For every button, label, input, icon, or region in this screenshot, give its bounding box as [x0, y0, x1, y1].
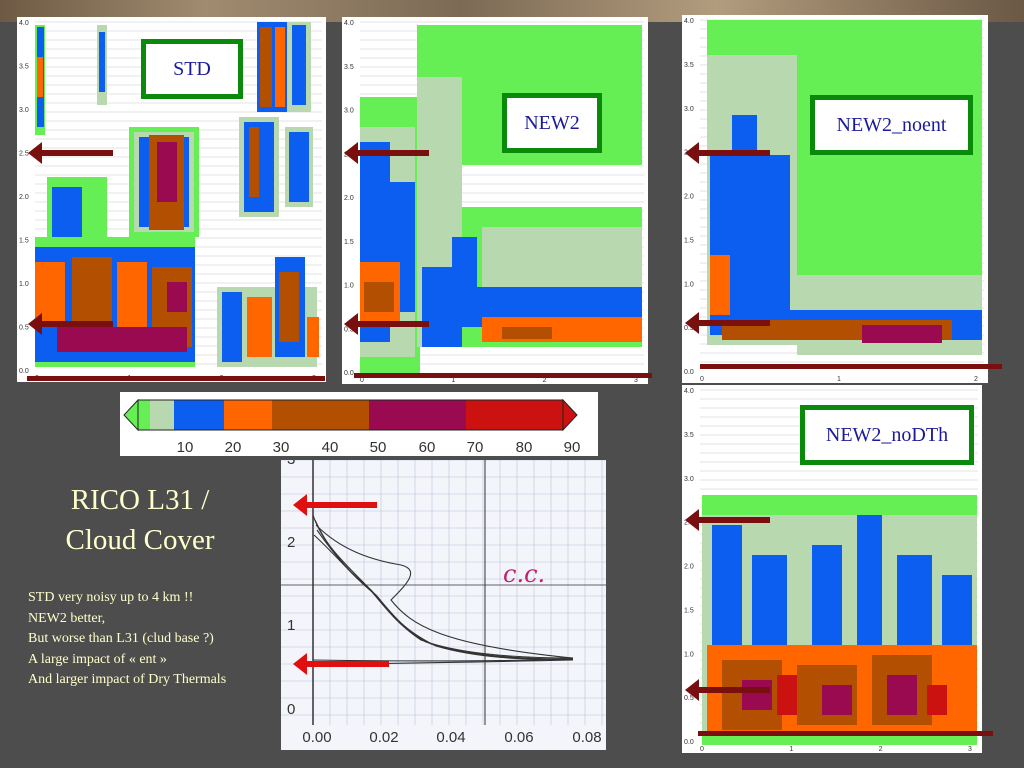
y-tick-label: 2.5 — [19, 151, 29, 158]
y-tick-label: 4.0 — [684, 388, 694, 395]
new2-noent-cloud-cover-panel: 4.0 3.5 3.0 2.5 2.0 1.5 1.0 0.5 0.0 0 1 2 NEW2_noen… — [682, 15, 988, 383]
y-tick-label: 2.0 — [684, 194, 694, 201]
colorbar-tick-label: 40 — [322, 439, 339, 456]
y-tick-label: 0.0 — [344, 370, 354, 377]
profile-x-tick-label: 0.02 — [369, 729, 398, 746]
note-line: And larger impact of Dry Thermals — [28, 672, 227, 687]
profile-plot: c.c. 3 2 1 0 0.00 0.02 0.04 0.06 0.08 — [281, 460, 606, 746]
x-tick-label: 0 — [700, 746, 704, 753]
y-tick-label: 3.5 — [344, 64, 354, 71]
baseline-std — [27, 376, 325, 381]
y-tick-label: 3.0 — [19, 107, 29, 114]
colorbar-segment — [224, 400, 272, 430]
y-tick-label: 1.0 — [19, 281, 29, 288]
profile-x-tick-label: 0.00 — [302, 729, 331, 746]
y-tick-label: 1.0 — [684, 651, 694, 658]
colorbar-tick-label: 10 — [177, 439, 194, 456]
colorbar-scale: 10 20 30 40 50 60 70 80 90 — [123, 398, 581, 456]
y-tick-label: 3.5 — [684, 432, 694, 439]
y-tick-label: 1.5 — [19, 238, 29, 245]
y-tick-label: 0.0 — [19, 368, 29, 375]
cloud-cover-profile-chart: c.c. 3 2 1 0 0.00 0.02 0.04 0.06 0.08 — [281, 460, 606, 750]
y-tick-label: 3.0 — [684, 106, 694, 113]
y-tick-label: 0.5 — [19, 325, 29, 332]
colorbar-tick-label: 90 — [564, 439, 581, 456]
x-tick-label: 3 — [634, 377, 638, 384]
x-tick-label: 2 — [879, 746, 883, 753]
x-tick-label: 2 — [974, 376, 978, 383]
slide-notes: STD very noisy up to 4 km !! NEW2 better… — [28, 588, 288, 691]
y-tick-label: 2.0 — [344, 195, 354, 202]
new2-cloud-cover-panel: 4.0 3.5 3.0 2.5 2.0 1.5 1.0 0.5 0.0 0 1 2 3 NEW2 — [342, 17, 648, 384]
y-tick-label: 0.0 — [684, 739, 694, 746]
colorbar-legend: 10 20 30 40 50 60 70 80 90 — [120, 392, 598, 456]
y-tick-label: 0.0 — [684, 369, 694, 376]
y-tick-label: 1.5 — [344, 239, 354, 246]
profile-y-tick-label: 3 — [287, 460, 295, 468]
note-line: NEW2 better, — [28, 610, 106, 626]
note-line: A large impact of « ent » — [28, 651, 167, 667]
colorbar-end-triangle — [562, 398, 578, 432]
panel-label-new2: NEW2 — [502, 93, 602, 153]
panel-label-std: STD — [141, 39, 243, 99]
x-tick-label: 0 — [700, 376, 704, 383]
baseline-nodth — [698, 731, 993, 736]
colorbar-segment — [174, 400, 224, 430]
new2-heatmap: 4.03.53.02.52.01.51.00.50.00 1 2 3 — [344, 20, 644, 384]
note-line: But worse than L31 (clud base ?) — [28, 631, 214, 646]
y-tick-label: 2.0 — [19, 194, 29, 201]
x-tick-label: 2 — [543, 377, 547, 384]
y-tick-label: 3.0 — [344, 108, 354, 115]
profile-x-tick-label: 0.08 — [572, 729, 601, 746]
y-tick-label: 1.0 — [344, 283, 354, 290]
colorbar-segment — [369, 400, 466, 430]
colorbar-tick-label: 30 — [273, 439, 290, 456]
y-tick-label: 1.0 — [684, 281, 694, 288]
x-tick-label: 1 — [789, 746, 793, 753]
colorbar-tick-label: 80 — [516, 439, 533, 456]
profile-x-tick-label: 0.04 — [436, 729, 465, 746]
y-tick-label: 3.5 — [19, 64, 29, 71]
colorbar-segment — [466, 400, 563, 430]
colorbar-segment — [150, 400, 174, 430]
note-line: STD very noisy up to 4 km !! — [28, 590, 194, 605]
colorbar-tick-label: 50 — [370, 439, 387, 456]
panel-label-new2-nodth: NEW2_noDTh — [800, 405, 974, 465]
profile-y-tick-label: 2 — [287, 534, 295, 551]
new2-noent-heatmap: 4.03.53.02.52.01.51.00.50.00 1 2 — [684, 18, 984, 383]
slide-title: RICO L31 / Cloud Cover — [30, 480, 250, 560]
y-tick-label: 4.0 — [19, 20, 29, 27]
y-tick-label: 1.5 — [684, 607, 694, 614]
colorbar-tick-label: 20 — [225, 439, 242, 456]
profile-x-tick-label: 0.06 — [504, 729, 533, 746]
colorbar-segment — [138, 400, 150, 430]
profile-annotation: c.c. — [503, 560, 545, 588]
y-tick-label: 3.0 — [684, 476, 694, 483]
colorbar-start-triangle — [123, 398, 139, 432]
y-tick-label: 1.5 — [684, 237, 694, 244]
x-tick-label: 1 — [837, 376, 841, 383]
x-tick-label: 1 — [451, 377, 455, 384]
y-tick-label: 4.0 — [684, 18, 694, 25]
x-tick-label: 3 — [968, 746, 972, 753]
new2-nodth-cloud-cover-panel: 4.0 3.5 3.0 2.5 2.0 1.5 1.0 0.5 0.0 0 1 2 3 NEW2_noD… — [682, 385, 982, 753]
colorbar-tick-label: 70 — [467, 439, 484, 456]
colorbar-tick-label: 60 — [419, 439, 436, 456]
profile-y-tick-label: 1 — [287, 617, 295, 634]
panel-label-new2-noent: NEW2_noent — [810, 95, 973, 155]
colorbar-frame — [137, 399, 564, 431]
profile-y-tick-label: 0 — [287, 701, 295, 718]
baseline-new2 — [354, 373, 652, 378]
y-tick-label: 3.5 — [684, 62, 694, 69]
colorbar-segment — [272, 400, 369, 430]
y-tick-label: 2.0 — [684, 564, 694, 571]
x-tick-label: 0 — [360, 377, 364, 384]
slide-title-line2: Cloud Cover — [65, 524, 215, 556]
baseline-noent — [700, 364, 1002, 369]
slide-title-line1: RICO L31 / — [70, 484, 210, 516]
y-tick-label: 4.0 — [344, 20, 354, 27]
